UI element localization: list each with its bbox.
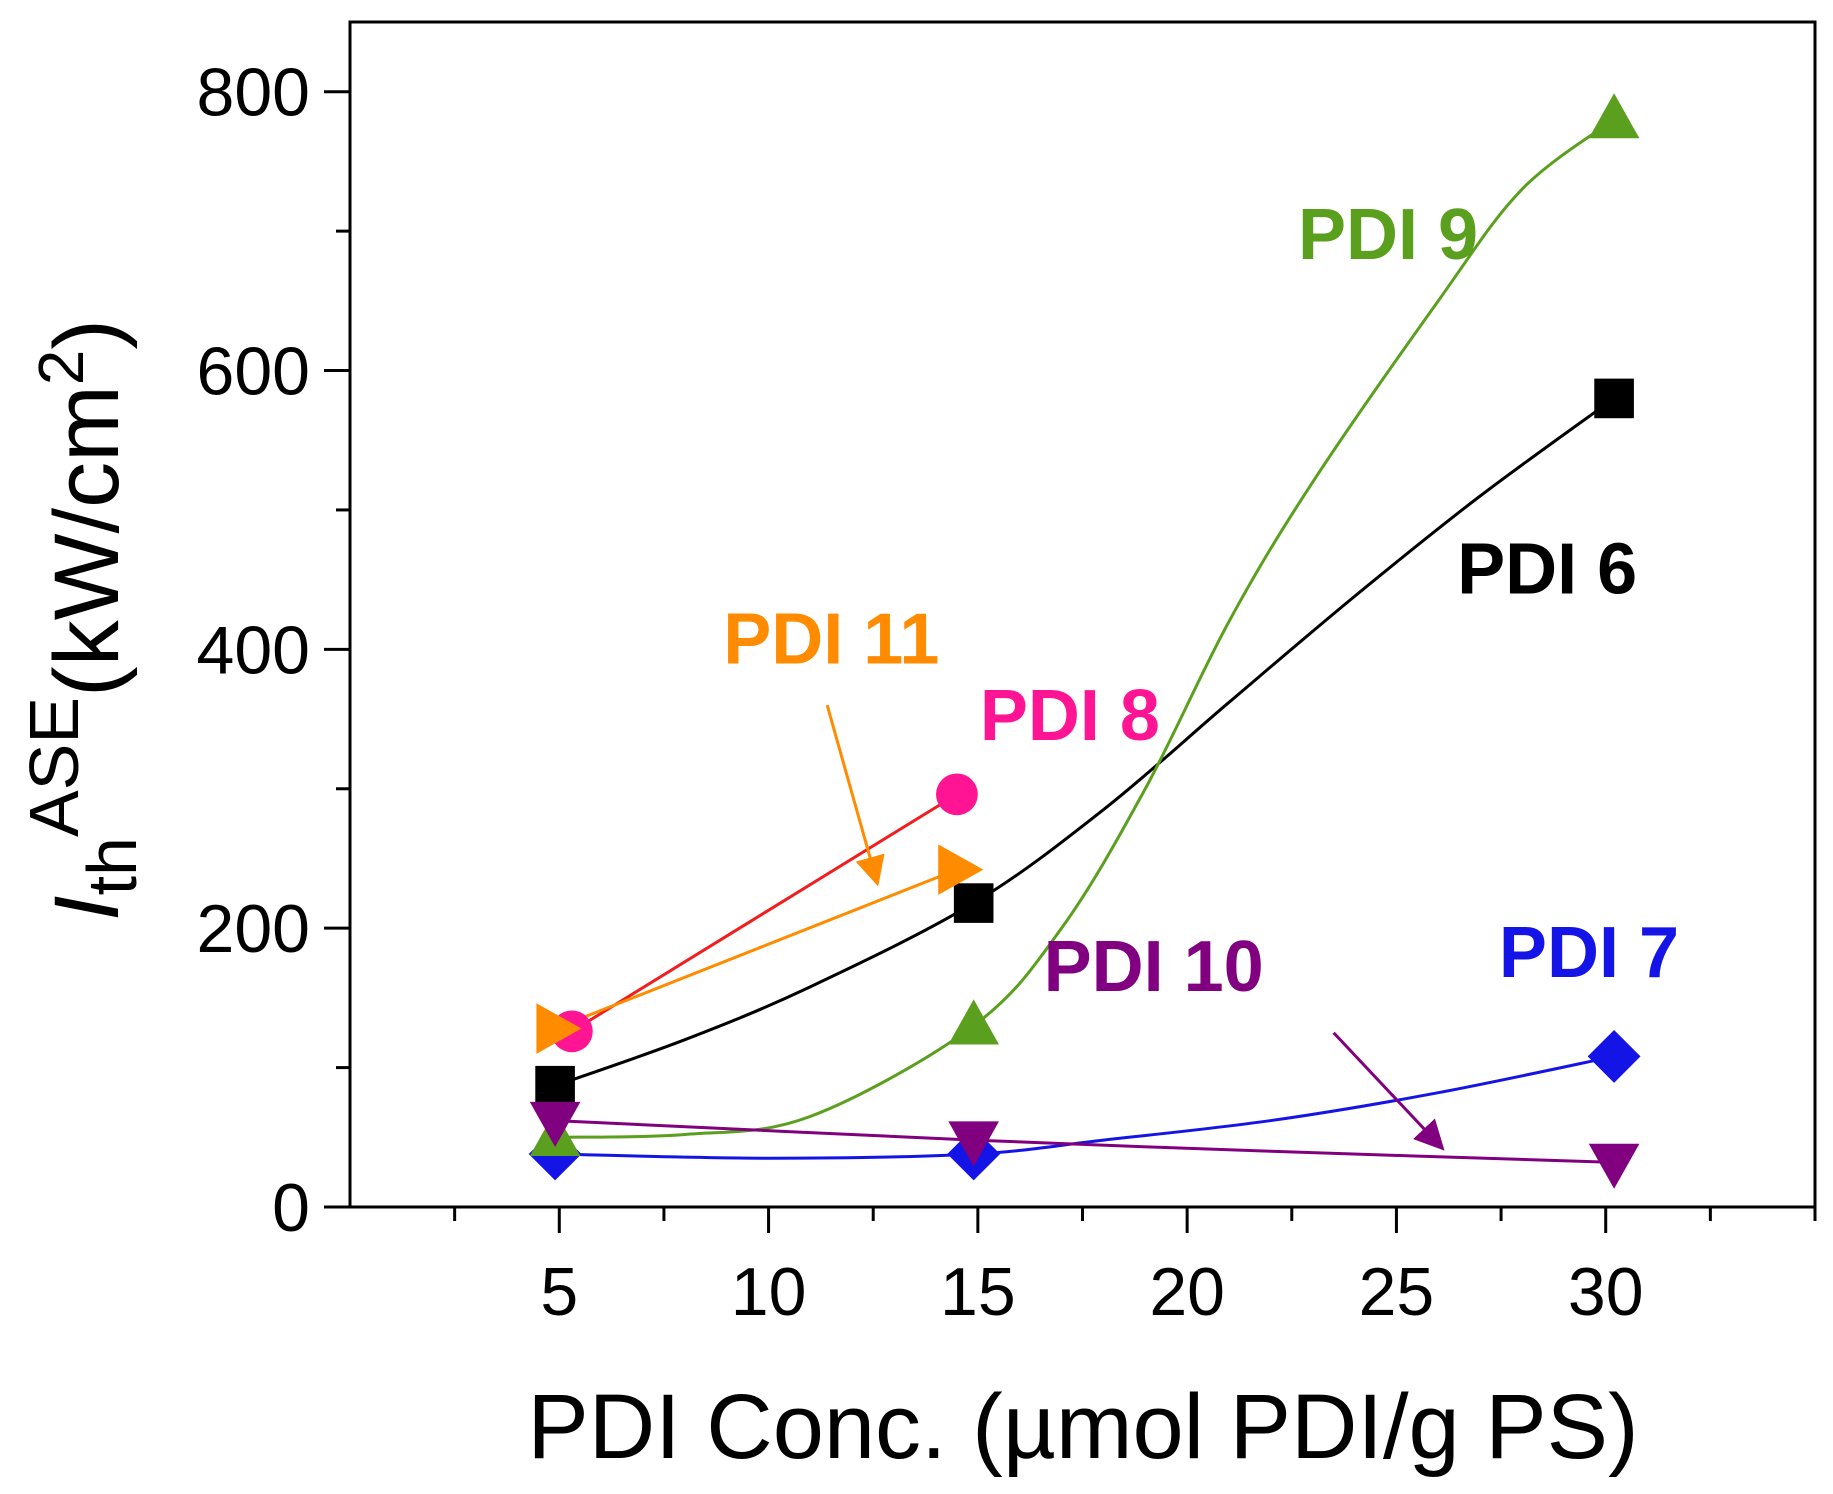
x-axis-ticks: 5 10 15 20 25 30 [453,1207,1817,1330]
point-pdi-10 [529,1101,581,1147]
y-axis-label-sup: ASE [15,697,93,837]
series-line-pdi-8 [571,793,958,1033]
y-tick-label: 400 [197,612,310,688]
label-pdi-9: PDI 9 [1298,195,1478,275]
y-axis-ticks: 0 200 400 600 800 [197,55,350,1246]
label-pdi-6: PDI 6 [1457,530,1637,610]
x-tick-label: 20 [1149,1254,1225,1330]
series-line-pdi-10 [555,1119,1615,1164]
label-pdi-11: PDI 11 [723,599,939,679]
point-pdi-9 [1588,93,1640,139]
point-pdi-7 [1587,1030,1641,1083]
y-tick-label: 0 [272,1170,310,1246]
series-labels: PDI 9 PDI 6 PDI 11 PDI 8 PDI 10 PDI 7 [723,195,1679,1007]
point-pdi-10 [948,1121,999,1167]
y-axis-label-units-sup: 2 [25,350,97,386]
label-pdi-7: PDI 7 [1499,913,1679,993]
arrow-pdi-10 [1332,1031,1445,1151]
x-tick-label: 10 [731,1254,807,1330]
arrow-pdi-11 [825,704,885,887]
series-line-pdi-11 [554,868,958,1030]
y-tick-label: 600 [197,334,310,410]
x-axis-label: PDI Conc. (µmol PDI/g PS) [527,1376,1638,1478]
y-axis-label-main: I [36,895,138,921]
label-pdi-10: PDI 10 [1044,927,1264,1007]
y-axis-label-units-close: ) [36,319,138,350]
point-pdi-10 [1588,1143,1640,1189]
point-pdi-9 [948,999,999,1045]
series-markers [528,93,1641,1189]
annotation-arrows [825,704,1445,1151]
point-pdi-6 [953,883,994,923]
series-line-pdi-9 [555,118,1615,1139]
point-pdi-11 [938,844,984,895]
y-axis-label: IthASE(kW/cm2) [15,319,151,921]
series-line-pdi-6 [554,397,1615,1088]
point-pdi-8 [936,773,978,816]
y-tick-label: 800 [197,55,310,131]
series-line-pdi-7 [555,1054,1615,1160]
x-tick-label: 30 [1568,1254,1644,1330]
point-pdi-11 [536,1003,582,1054]
point-pdi-6 [535,1065,575,1106]
y-axis-label-sub: th [73,837,151,895]
x-tick-label: 25 [1359,1254,1435,1330]
label-pdi-8: PDI 8 [980,676,1160,756]
point-pdi-6 [1594,378,1634,419]
series-curves [554,118,1615,1164]
y-axis-label-units: (kW/cm [36,385,138,697]
x-tick-label: 5 [540,1254,578,1330]
y-tick-label: 200 [197,891,310,967]
x-tick-label: 15 [940,1254,1016,1330]
